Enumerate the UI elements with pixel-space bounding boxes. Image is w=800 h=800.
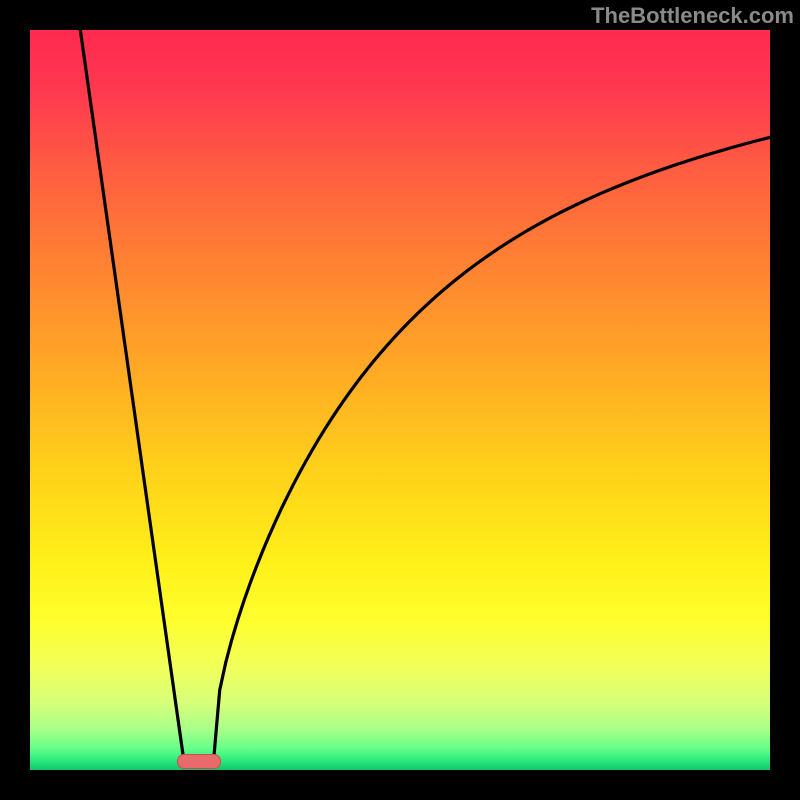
plot-svg (30, 30, 770, 770)
watermark-text: TheBottleneck.com (591, 3, 794, 29)
plot-background (30, 30, 770, 770)
plot-area (30, 30, 770, 770)
chart-container: TheBottleneck.com (0, 0, 800, 800)
bottleneck-marker (177, 754, 221, 769)
